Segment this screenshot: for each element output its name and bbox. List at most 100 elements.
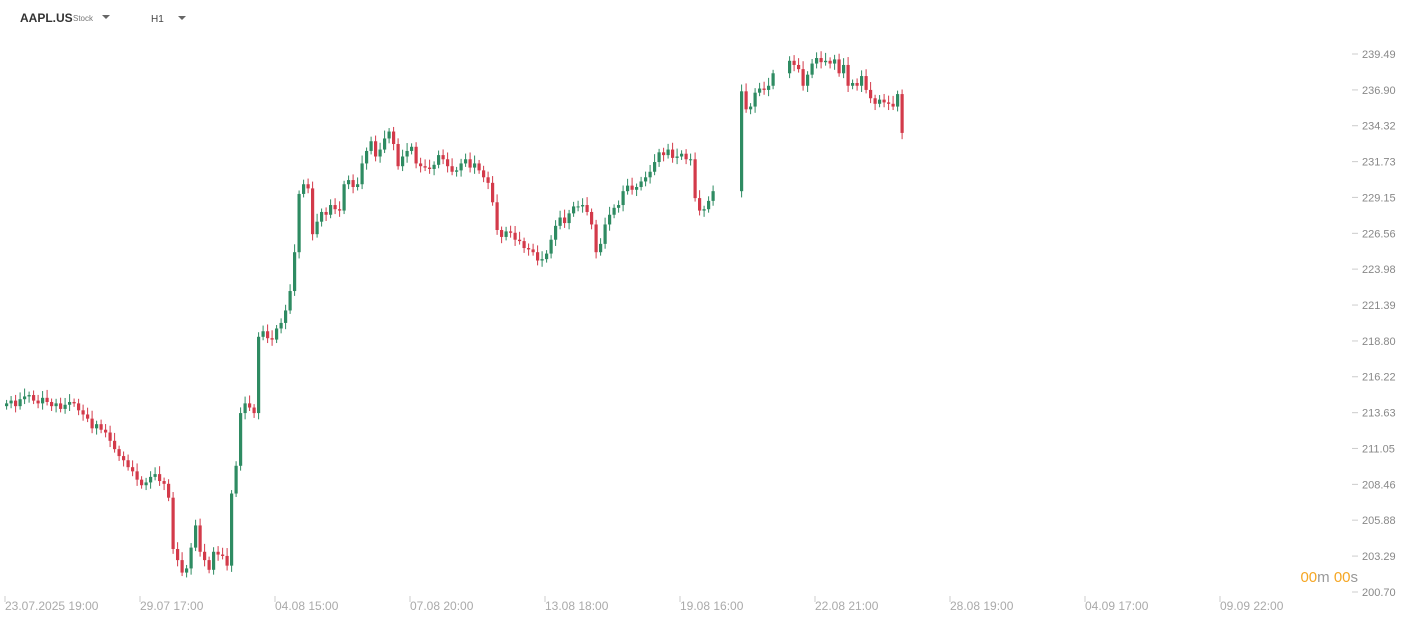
candle-body[interactable] [90, 418, 94, 429]
candle-body[interactable] [482, 170, 486, 178]
candle-body[interactable] [396, 144, 400, 167]
candle-body[interactable] [135, 471, 139, 480]
candle-body[interactable] [144, 482, 148, 486]
candle-body[interactable] [405, 150, 409, 157]
candle-body[interactable] [257, 336, 261, 414]
timeframe-dropdown-icon[interactable] [178, 16, 186, 20]
candle-body[interactable] [365, 150, 369, 164]
candle-body[interactable] [572, 206, 576, 214]
candle-body[interactable] [99, 424, 103, 430]
candle-body[interactable] [851, 82, 855, 86]
candle-body[interactable] [27, 395, 31, 397]
candle-body[interactable] [387, 131, 391, 139]
candle-body[interactable] [423, 166, 427, 168]
candle-body[interactable] [842, 64, 846, 74]
candle-body[interactable] [896, 94, 900, 107]
candle-body[interactable] [648, 171, 652, 178]
candle-body[interactable] [491, 182, 495, 203]
candle-body[interactable] [684, 153, 688, 160]
candle-body[interactable] [653, 162, 657, 172]
candle-body[interactable] [473, 163, 477, 168]
candle-body[interactable] [320, 211, 324, 222]
candle-body[interactable] [441, 155, 445, 160]
candle-body[interactable] [401, 156, 405, 167]
candle-body[interactable] [500, 230, 504, 237]
candle-body[interactable] [252, 407, 256, 414]
candle-body[interactable] [887, 102, 891, 104]
candle-body[interactable] [576, 206, 580, 208]
candle-body[interactable] [284, 310, 288, 323]
candle-body[interactable] [450, 166, 454, 172]
candle-body[interactable] [293, 252, 297, 292]
candle-body[interactable] [50, 401, 54, 407]
candle-body[interactable] [410, 146, 414, 151]
candle-body[interactable] [846, 64, 850, 86]
candle-body[interactable] [234, 465, 238, 494]
candle-body[interactable] [824, 60, 828, 63]
candle-body[interactable] [864, 76, 868, 90]
candle-body[interactable] [603, 224, 607, 244]
candle-body[interactable] [504, 231, 508, 237]
candle-body[interactable] [131, 467, 135, 472]
candle-body[interactable] [509, 231, 513, 233]
candle-body[interactable] [230, 493, 234, 566]
candle-body[interactable] [212, 551, 216, 570]
candle-body[interactable] [162, 481, 166, 484]
candle-body[interactable] [221, 554, 225, 556]
candle-body[interactable] [126, 460, 130, 468]
candle-body[interactable] [666, 149, 670, 156]
candle-body[interactable] [740, 91, 744, 192]
candle-body[interactable] [198, 525, 202, 552]
candle-body[interactable] [5, 403, 9, 407]
candle-body[interactable] [45, 397, 49, 402]
candle-body[interactable] [855, 82, 859, 86]
candle-body[interactable] [527, 248, 531, 250]
candle-body[interactable] [149, 476, 153, 483]
candle-body[interactable] [531, 249, 535, 253]
candle-body[interactable] [315, 221, 319, 235]
candle-body[interactable] [518, 239, 522, 242]
candle-body[interactable] [639, 181, 643, 188]
candle-body[interactable] [702, 209, 706, 211]
candle-body[interactable] [261, 331, 265, 337]
candle-body[interactable] [153, 474, 157, 477]
candle-body[interactable] [621, 191, 625, 206]
candle-body[interactable] [873, 98, 877, 104]
symbol-dropdown-icon[interactable] [102, 15, 110, 19]
candle-body[interactable] [801, 69, 805, 86]
candle-body[interactable] [495, 202, 499, 231]
candle-body[interactable] [446, 159, 450, 167]
candle-body[interactable] [306, 184, 310, 189]
candle-body[interactable] [216, 551, 220, 555]
candle-body[interactable] [869, 89, 873, 99]
candle-body[interactable] [338, 209, 342, 211]
candle-body[interactable] [351, 180, 355, 188]
candle-body[interactable] [275, 328, 279, 340]
candle-body[interactable] [707, 200, 711, 210]
candle-body[interactable] [104, 429, 108, 433]
candle-body[interactable] [333, 205, 337, 210]
candle-body[interactable] [680, 153, 684, 157]
symbol-label[interactable]: AAPL.US [20, 11, 73, 25]
candle-body[interactable] [590, 211, 594, 225]
candle-body[interactable] [513, 232, 517, 240]
candle-body[interactable] [860, 76, 864, 86]
candle-body[interactable] [203, 551, 207, 561]
candle-body[interactable] [437, 155, 441, 165]
candle-body[interactable] [77, 403, 81, 411]
candle-body[interactable] [279, 322, 283, 329]
candle-body[interactable] [792, 60, 796, 65]
candle-body[interactable] [540, 259, 544, 261]
candle-body[interactable] [581, 205, 585, 207]
candle-body[interactable] [900, 94, 904, 133]
candle-body[interactable] [180, 560, 184, 573]
candle-body[interactable] [9, 400, 13, 404]
candle-body[interactable] [549, 239, 553, 254]
candle-body[interactable] [324, 211, 328, 215]
candle-body[interactable] [815, 58, 819, 64]
candle-body[interactable] [72, 401, 76, 404]
candle-body[interactable] [32, 395, 36, 401]
candle-body[interactable] [563, 217, 567, 224]
candle-body[interactable] [392, 131, 396, 145]
